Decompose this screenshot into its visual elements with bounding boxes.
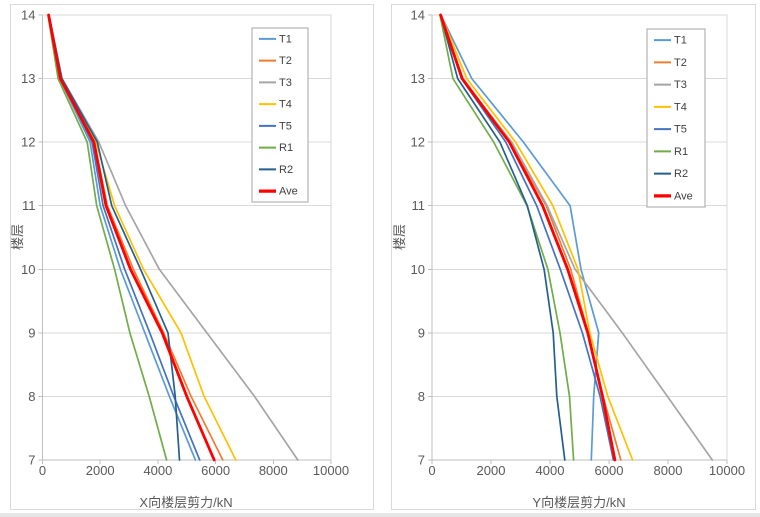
legend-label-T4: T4 (674, 101, 687, 113)
plot-area: 0 2000 4000 6000 8000 10000 14 13 12 11 10 9 8 7 T1 T2 T… (21, 8, 349, 479)
x-direction-chart-panel: 0 2000 4000 6000 8000 10000 14 13 12 11 10 9 8 7 T1 T2 T… (10, 4, 374, 510)
cropped-content-edge (0, 513, 760, 517)
legend-label-T3: T3 (279, 77, 292, 89)
x-tick-label: 4000 (536, 463, 565, 478)
y-tick-label: 10 (21, 262, 35, 277)
x-tick-label: 2000 (477, 463, 506, 478)
legend-label-T5: T5 (674, 124, 687, 136)
y-tick-label: 11 (412, 198, 426, 213)
y-tick-label: 14 (21, 8, 35, 23)
y-tick-label: 7 (418, 453, 425, 468)
x-tick-label: 10000 (313, 463, 349, 478)
y-tick-label: 9 (28, 325, 35, 340)
legend-label-R1: R1 (279, 142, 293, 154)
series-line-Ave (47, 13, 216, 462)
y-tick-label: 11 (22, 198, 36, 213)
x-shear-chart: 0 2000 4000 6000 8000 10000 14 13 12 11 10 9 8 7 T1 T2 T… (10, 4, 374, 510)
series-line-R2 (48, 14, 181, 461)
plot-area: 0 2000 4000 6000 8000 10000 14 13 12 11 10 9 8 7 T1 T2 T… (411, 8, 746, 479)
legend-label-R2: R2 (674, 168, 688, 180)
y-tick-label: 10 (411, 262, 425, 277)
legend-label-T4: T4 (279, 99, 292, 111)
legend-label-R2: R2 (279, 164, 293, 176)
legend-label-T2: T2 (279, 55, 292, 67)
series-line-R1 (47, 14, 168, 461)
legend-label-Ave: Ave (279, 186, 298, 198)
x-tick-label: 6000 (201, 463, 230, 478)
y-tick-label: 13 (21, 71, 35, 86)
y-direction-chart-panel: 0 2000 4000 6000 8000 10000 14 13 12 11 10 9 8 7 T1 T2 T… (391, 4, 756, 510)
x-tick-label: 10000 (709, 463, 745, 478)
legend-label-T1: T1 (674, 35, 687, 47)
legend-label-Ave: Ave (674, 190, 693, 202)
x-tick-label: 8000 (654, 463, 683, 478)
x-tick-label: 8000 (259, 463, 288, 478)
y-axis-title: 楼层 (10, 224, 25, 250)
x-tick-label: 4000 (143, 463, 172, 478)
series-line-R2 (439, 14, 566, 461)
legend-label-T2: T2 (674, 57, 687, 69)
y-tick-label: 9 (418, 325, 425, 340)
chart-area-border (10, 4, 374, 510)
x-tick-label: 2000 (86, 463, 115, 478)
y-shear-chart: 0 2000 4000 6000 8000 10000 14 13 12 11 10 9 8 7 T1 T2 T… (391, 4, 756, 510)
y-tick-label: 7 (28, 453, 35, 468)
y-axis-title: 楼层 (392, 224, 407, 250)
series-line-Ave (439, 13, 617, 462)
x-tick-label: 0 (39, 463, 46, 478)
x-tick-label: 6000 (595, 463, 624, 478)
y-tick-label: 14 (411, 8, 425, 23)
y-tick-label: 12 (411, 135, 425, 150)
x-tick-label: 0 (428, 463, 435, 478)
y-tick-label: 13 (411, 71, 425, 86)
series-line-T4 (440, 14, 634, 461)
legend-label-T3: T3 (674, 79, 687, 91)
legend-label-T1: T1 (279, 33, 292, 45)
legend-box (646, 28, 706, 208)
legend-label-R1: R1 (674, 146, 688, 158)
x-axis-title: Y向楼层剪力/kN (532, 495, 625, 510)
legend-label-T5: T5 (279, 120, 292, 132)
x-axis-title: X向楼层剪力/kN (139, 495, 232, 510)
y-tick-label: 12 (21, 135, 35, 150)
series-line-T1 (440, 14, 600, 461)
y-tick-label: 8 (28, 389, 35, 404)
legend-box (251, 27, 309, 203)
y-tick-label: 8 (418, 389, 425, 404)
series-line-R1 (439, 14, 575, 461)
